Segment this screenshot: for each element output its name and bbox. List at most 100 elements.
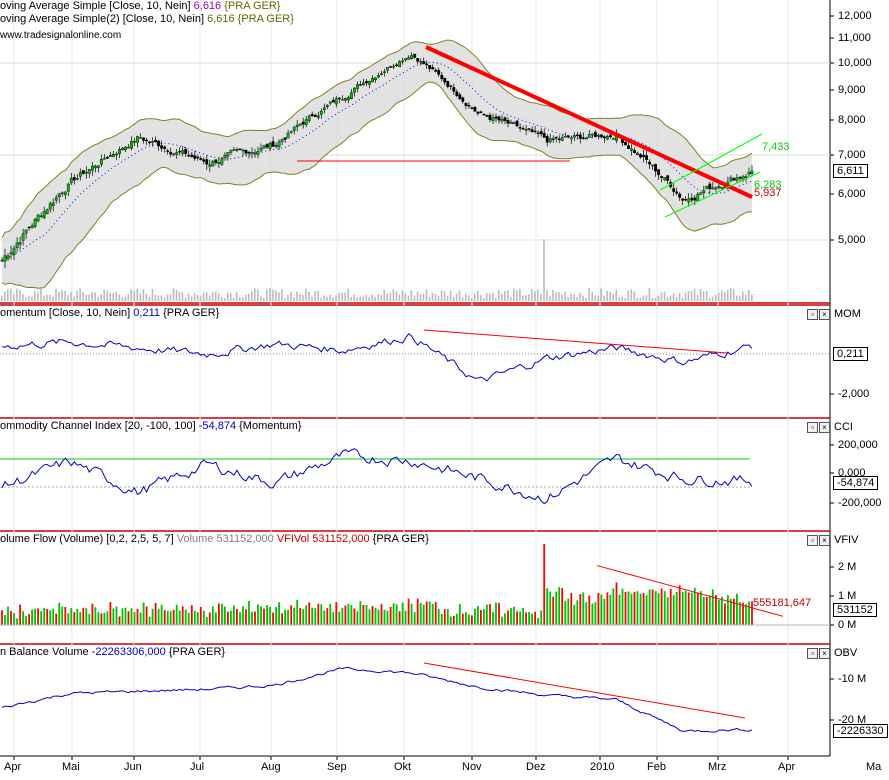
candle-up bbox=[325, 104, 329, 107]
vfi-volume-bar bbox=[407, 598, 410, 625]
cci-maximize-icon[interactable]: ▫ bbox=[807, 422, 818, 433]
candle-up bbox=[39, 215, 43, 218]
candlestick bbox=[81, 170, 85, 175]
vfi-volume-bar bbox=[690, 592, 693, 625]
vfi-volume-bar bbox=[437, 609, 440, 625]
vfi-volume-bar bbox=[4, 614, 6, 625]
obv-title: OBV bbox=[834, 647, 858, 659]
candlestick bbox=[563, 132, 567, 138]
price-volume-bar bbox=[696, 295, 699, 301]
cci-close-icon[interactable]: × bbox=[819, 422, 830, 433]
candle-down bbox=[163, 146, 167, 150]
candle-down bbox=[166, 150, 170, 153]
candle-down bbox=[530, 129, 534, 133]
candle-up bbox=[133, 140, 136, 143]
price-volume-bar bbox=[31, 296, 33, 301]
vfi-volume-bar bbox=[633, 591, 636, 625]
candlestick bbox=[163, 145, 167, 153]
momentum-maximize-icon[interactable]: ▫ bbox=[807, 309, 818, 320]
obv-close-icon[interactable]: × bbox=[819, 648, 830, 659]
candle-up bbox=[217, 162, 221, 164]
vfi-volume-bar bbox=[287, 609, 289, 625]
candle-up bbox=[250, 152, 254, 154]
price-volume-bar bbox=[257, 289, 259, 301]
vfi-volume-bar bbox=[699, 591, 702, 625]
downtrend-line bbox=[425, 45, 753, 199]
vfi-volume-bar bbox=[422, 604, 425, 625]
candlestick bbox=[485, 114, 489, 118]
candlestick bbox=[747, 167, 751, 177]
candlestick bbox=[341, 95, 344, 101]
price-volume-bar bbox=[606, 290, 608, 301]
cci-panel bbox=[0, 448, 753, 505]
vfi-volume-bar bbox=[452, 615, 455, 625]
price-volume-bar bbox=[498, 290, 500, 301]
candle-down bbox=[515, 120, 519, 127]
candle-down bbox=[660, 176, 664, 178]
vfi-volume-bar bbox=[383, 609, 386, 625]
vfi-volume-bar bbox=[392, 603, 395, 625]
vfi-volume-bar bbox=[296, 599, 299, 625]
candlestick bbox=[687, 193, 691, 207]
candlestick bbox=[298, 123, 302, 126]
obv-panel bbox=[1, 662, 753, 733]
candle-up bbox=[723, 186, 727, 189]
price-volume-bar bbox=[443, 291, 446, 301]
candlestick bbox=[353, 87, 356, 97]
candlestick bbox=[30, 223, 34, 229]
vfi-volume-bar bbox=[67, 613, 70, 625]
price-volume-bar bbox=[338, 293, 340, 301]
candlestick bbox=[587, 130, 591, 138]
price-volume-bar bbox=[748, 290, 750, 301]
candlestick bbox=[151, 137, 154, 147]
candle-down bbox=[202, 159, 206, 162]
x-tick-label: Mrz bbox=[708, 761, 727, 773]
candle-down bbox=[72, 177, 76, 181]
candle-up bbox=[108, 154, 112, 157]
candle-down bbox=[690, 197, 694, 201]
obv-maximize-icon[interactable]: ▫ bbox=[807, 648, 818, 659]
candle-up bbox=[744, 176, 748, 178]
candlestick bbox=[187, 150, 191, 158]
candle-up bbox=[51, 202, 55, 206]
vfi-volume-bar bbox=[471, 615, 473, 625]
price-volume-bar bbox=[639, 297, 642, 301]
candle-down bbox=[247, 152, 251, 154]
vfi-volume-bar bbox=[82, 607, 85, 625]
candle-down bbox=[196, 156, 200, 159]
candle-up bbox=[295, 124, 299, 128]
vfi-volume-bar bbox=[465, 612, 467, 625]
vfi-volume-bar bbox=[308, 602, 311, 625]
candle-down bbox=[337, 97, 341, 100]
candle-up bbox=[371, 77, 374, 83]
candle-down bbox=[458, 94, 462, 100]
price-volume-bar bbox=[317, 290, 319, 301]
candlestick bbox=[401, 57, 404, 65]
price-volume-bar bbox=[287, 294, 289, 301]
candle-up bbox=[398, 61, 401, 68]
vfi-maximize-icon[interactable]: ▫ bbox=[807, 535, 818, 546]
vfi-volume-bar bbox=[742, 602, 744, 625]
candlestick bbox=[39, 212, 43, 219]
candlestick bbox=[575, 131, 579, 140]
x-tick-label: Jun bbox=[124, 761, 142, 773]
candle-up bbox=[48, 203, 52, 210]
candlestick bbox=[229, 149, 233, 156]
momentum-close-icon[interactable]: × bbox=[819, 309, 830, 320]
candle-up bbox=[717, 186, 721, 189]
price-volume-bar bbox=[479, 294, 482, 301]
candle-up bbox=[509, 121, 513, 124]
vfi-volume-bar bbox=[175, 604, 178, 625]
price-volume-bar bbox=[269, 288, 271, 301]
vfi-volume-bar bbox=[145, 606, 148, 625]
vfi-volume-bar bbox=[127, 611, 130, 625]
price-volume-bar bbox=[389, 292, 392, 301]
vfi-volume-bar bbox=[715, 595, 717, 625]
price-volume-bar bbox=[633, 291, 636, 301]
price-volume-bar bbox=[145, 293, 148, 301]
candlestick bbox=[380, 70, 383, 76]
candlestick bbox=[48, 201, 52, 213]
price-volume-bar bbox=[344, 292, 346, 301]
vfi-close-icon[interactable]: × bbox=[819, 535, 830, 546]
candlestick bbox=[606, 134, 609, 141]
